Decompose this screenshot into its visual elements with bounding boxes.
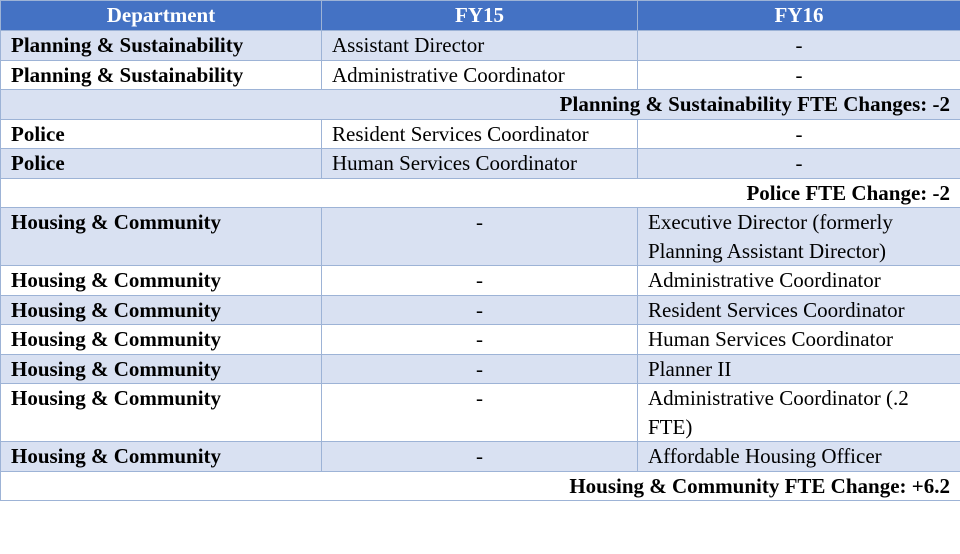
department-cell: Housing & Community — [0, 353, 322, 384]
department-cell: Housing & Community — [0, 265, 322, 296]
department-cell: Police — [0, 148, 322, 179]
fy15-cell: Assistant Director — [321, 30, 638, 61]
table-row: Housing & Community - Planner II — [0, 353, 960, 384]
fy15-cell: - — [321, 265, 638, 296]
header-row: Department FY15 FY16 — [0, 0, 960, 31]
fy16-cell: Human Services Coordinator — [637, 324, 960, 355]
department-cell: Housing & Community — [0, 324, 322, 355]
department-cell: Planning & Sustainability — [0, 59, 322, 90]
fy16-cell: Executive Director (formerly Planning As… — [637, 207, 960, 266]
table-row: Police Resident Services Coordinator - — [0, 118, 960, 149]
summary-row: Police FTE Change: -2 — [0, 177, 960, 208]
fy16-cell: - — [637, 148, 960, 179]
fy15-cell: - — [321, 441, 638, 472]
table-row: Housing & Community - Administrative Coo… — [0, 383, 960, 442]
fy16-cell: - — [637, 59, 960, 90]
fy16-cell: - — [637, 30, 960, 61]
summary-row: Housing & Community FTE Change: +6.2 — [0, 470, 960, 501]
fy15-cell: - — [321, 207, 638, 266]
fy15-cell: - — [321, 324, 638, 355]
department-cell: Housing & Community — [0, 441, 322, 472]
department-cell: Housing & Community — [0, 383, 322, 442]
table-row: Housing & Community - Human Services Coo… — [0, 324, 960, 355]
table-row: Planning & Sustainability Administrative… — [0, 59, 960, 90]
fy16-cell: Planner II — [637, 353, 960, 384]
fy15-cell: - — [321, 294, 638, 325]
department-cell: Police — [0, 118, 322, 149]
fy16-cell: - — [637, 118, 960, 149]
summary-cell: Housing & Community FTE Change: +6.2 — [0, 470, 960, 501]
header-fy16: FY16 — [637, 0, 960, 31]
fy15-cell: - — [321, 383, 638, 442]
department-cell: Housing & Community — [0, 294, 322, 325]
fy15-cell: - — [321, 353, 638, 384]
summary-cell: Police FTE Change: -2 — [0, 177, 960, 208]
fy16-cell: Resident Services Coordinator — [637, 294, 960, 325]
fy15-cell: Resident Services Coordinator — [321, 118, 638, 149]
table-row: Housing & Community - Administrative Coo… — [0, 265, 960, 296]
department-cell: Planning & Sustainability — [0, 30, 322, 61]
fy16-cell: Administrative Coordinator — [637, 265, 960, 296]
header-department: Department — [0, 0, 322, 31]
table-row: Housing & Community - Affordable Housing… — [0, 441, 960, 472]
summary-cell: Planning & Sustainability FTE Changes: -… — [0, 89, 960, 120]
table-row: Police Human Services Coordinator - — [0, 148, 960, 179]
header-fy15: FY15 — [321, 0, 638, 31]
fte-changes-table: Department FY15 FY16 Planning & Sustaina… — [0, 0, 960, 501]
table-row: Planning & Sustainability Assistant Dire… — [0, 30, 960, 61]
fy15-cell: Human Services Coordinator — [321, 148, 638, 179]
summary-row: Planning & Sustainability FTE Changes: -… — [0, 89, 960, 120]
fy16-cell: Affordable Housing Officer — [637, 441, 960, 472]
department-cell: Housing & Community — [0, 207, 322, 266]
fy16-cell: Administrative Coordinator (.2 FTE) — [637, 383, 960, 442]
table-row: Housing & Community - Executive Director… — [0, 207, 960, 266]
table-row: Housing & Community - Resident Services … — [0, 294, 960, 325]
fy15-cell: Administrative Coordinator — [321, 59, 638, 90]
